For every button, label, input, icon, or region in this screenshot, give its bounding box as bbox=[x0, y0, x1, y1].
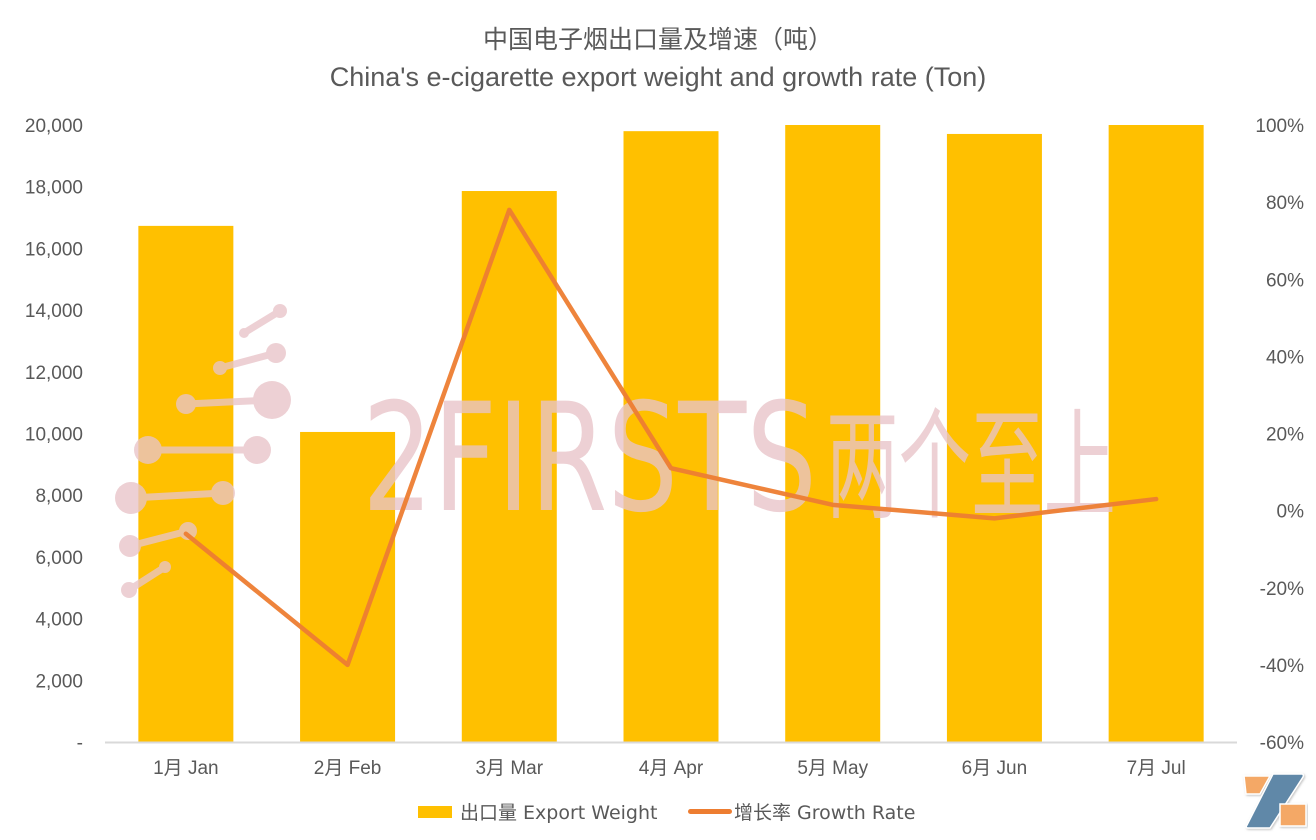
category-label: 2月 Feb bbox=[314, 758, 382, 779]
right-tick-label: -40% bbox=[1260, 656, 1304, 677]
x-axis-categories: 1月 Jan 2月 Feb 3月 Mar 4月 Apr 5月 May 6月 Jun 7月 J… bbox=[153, 758, 1186, 779]
legend-label-growth-rate: 增长率 Growth Rate bbox=[734, 802, 916, 824]
chart-title-cn: 中国电子烟出口量及增速（吨） bbox=[482, 25, 833, 54]
left-tick-label: 14,000 bbox=[25, 301, 83, 322]
category-label: 1月 Jan bbox=[153, 758, 218, 779]
bar-6 bbox=[946, 133, 1042, 742]
legend-item-export-weight: 出口量 Export Weight bbox=[418, 798, 657, 825]
right-tick-label: -60% bbox=[1260, 733, 1304, 754]
category-label: 3月 Mar bbox=[475, 758, 543, 779]
legend: 出口量 Export Weight 增长率 Growth Rate bbox=[0, 798, 1316, 825]
bar-4 bbox=[623, 131, 719, 743]
legend-item-growth-rate: 增长率 Growth Rate bbox=[688, 798, 915, 825]
left-tick-label: 6,000 bbox=[35, 548, 83, 569]
category-label: 6月 Jun bbox=[962, 758, 1027, 779]
watermark-2firsts: 2FIRSTS 两个至上 bbox=[115, 304, 1116, 598]
chart-title-en: China's e-cigarette export weight and gr… bbox=[329, 62, 987, 92]
right-tick-label: 40% bbox=[1266, 347, 1304, 368]
left-tick-label: - bbox=[77, 733, 83, 754]
bar-3 bbox=[461, 191, 557, 743]
left-tick-label: 2,000 bbox=[35, 671, 83, 692]
bar-5 bbox=[785, 125, 881, 742]
bar-series-export-weight bbox=[138, 125, 1204, 743]
left-tick-label: 20,000 bbox=[25, 116, 83, 137]
right-tick-label: 80% bbox=[1266, 193, 1304, 214]
left-tick-label: 16,000 bbox=[25, 239, 83, 260]
category-label: 5月 May bbox=[797, 758, 868, 779]
right-tick-label: 0% bbox=[1277, 502, 1305, 523]
category-label: 7月 Jul bbox=[1127, 758, 1186, 779]
right-tick-label: 20% bbox=[1266, 425, 1304, 446]
category-label: 4月 Apr bbox=[639, 758, 704, 779]
right-tick-label: -20% bbox=[1260, 579, 1304, 600]
2firsts-z-logo-icon bbox=[1243, 773, 1307, 829]
bar-7 bbox=[1108, 125, 1204, 742]
right-tick-label: 100% bbox=[1255, 116, 1304, 137]
left-tick-label: 4,000 bbox=[35, 610, 83, 631]
right-y-axis: -60% -40% -20% 0% 20% 40% 60% 80% 100% bbox=[1255, 116, 1304, 754]
svg-text:两个至上: 两个至上 bbox=[826, 398, 1116, 537]
line-swatch-icon bbox=[688, 809, 732, 814]
left-tick-label: 12,000 bbox=[25, 363, 83, 384]
left-tick-label: 8,000 bbox=[35, 486, 83, 507]
bar-swatch-icon bbox=[418, 805, 452, 818]
left-tick-label: 10,000 bbox=[25, 425, 83, 446]
left-y-axis: - 2,000 4,000 6,000 8,000 10,000 12,000 14,000 1… bbox=[25, 116, 83, 754]
bar-2 bbox=[300, 431, 396, 742]
left-tick-label: 18,000 bbox=[25, 178, 83, 199]
line-series-growth-rate bbox=[183, 207, 1159, 668]
svg-text:2FIRSTS: 2FIRSTS bbox=[362, 372, 817, 546]
legend-label-export-weight: 出口量 Export Weight bbox=[460, 802, 658, 824]
right-tick-label: 60% bbox=[1266, 270, 1304, 291]
